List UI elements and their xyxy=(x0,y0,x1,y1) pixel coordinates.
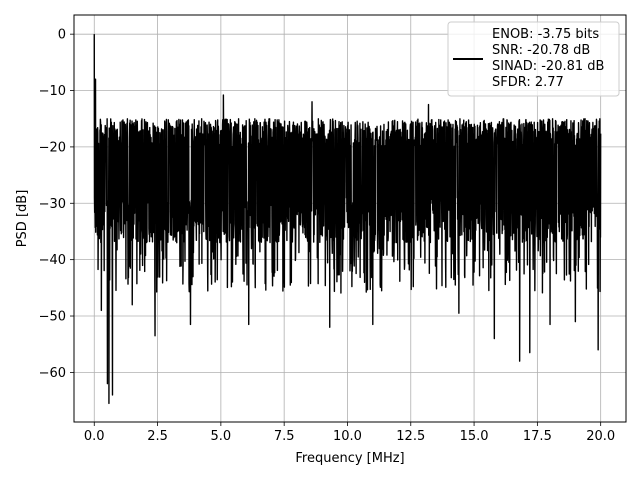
y-tick-label: −20 xyxy=(39,140,66,155)
x-tick-label: 2.5 xyxy=(147,429,168,444)
y-tick-label: −10 xyxy=(39,84,66,99)
y-tick-label: −30 xyxy=(39,197,66,212)
x-tick-label: 12.5 xyxy=(396,429,425,444)
psd-series-line xyxy=(93,34,602,405)
x-axis-label: Frequency [MHz] xyxy=(295,451,404,466)
x-tick-label: 5.0 xyxy=(211,429,232,444)
x-axis: 0.0 2.5 5.0 7.5 10.0 12.5 15.0 17.5 20.0 xyxy=(84,422,615,444)
legend-entry-sfdr: SFDR: 2.77 xyxy=(492,75,564,90)
y-axis: 0 −10 −20 −30 −40 −50 −60 xyxy=(39,28,74,381)
x-tick-label: 15.0 xyxy=(460,429,489,444)
legend-box xyxy=(447,21,620,97)
legend-entry-snr: SNR: -20.78 dB xyxy=(492,43,590,58)
legend: ENOB: -3.75 bits SNR: -20.78 dB SINAD: -… xyxy=(447,21,620,97)
legend-entry-enob: ENOB: -3.75 bits xyxy=(492,27,599,42)
y-axis-label: PSD [dB] xyxy=(15,190,30,248)
x-tick-label: 20.0 xyxy=(586,429,615,444)
series-layer xyxy=(93,34,602,405)
x-tick-label: 0.0 xyxy=(84,429,105,444)
x-tick-label: 17.5 xyxy=(523,429,552,444)
plot-frame xyxy=(73,14,627,423)
y-tick-label: −40 xyxy=(39,253,66,268)
x-tick-label: 7.5 xyxy=(274,429,295,444)
legend-entry-sinad: SINAD: -20.81 dB xyxy=(492,59,604,74)
y-tick-label: 0 xyxy=(58,28,66,43)
y-tick-label: −50 xyxy=(39,310,66,325)
x-tick-label: 10.0 xyxy=(333,429,362,444)
y-tick-label: −60 xyxy=(39,366,66,381)
